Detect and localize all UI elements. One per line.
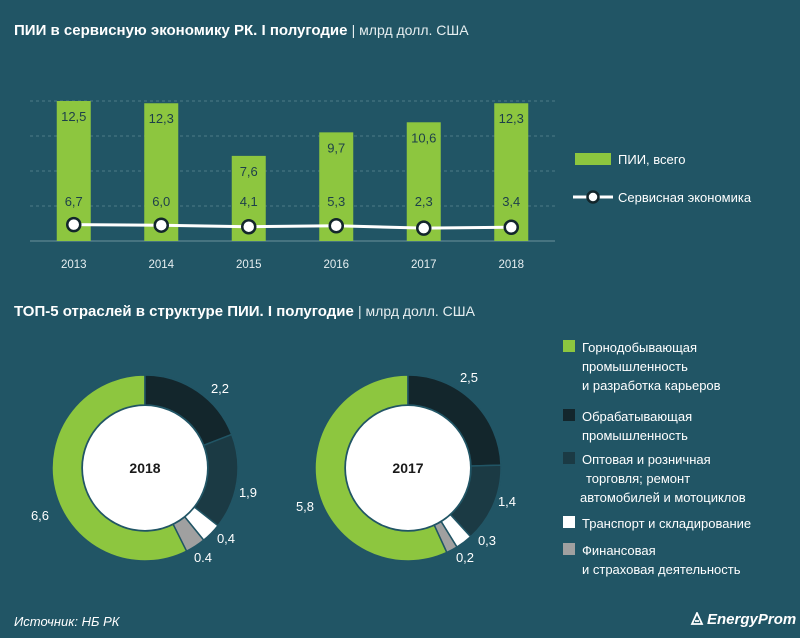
legend-swatch xyxy=(563,516,575,528)
legend-label: и разработка карьеров xyxy=(582,378,721,393)
donut-value-label: 0.4 xyxy=(194,550,212,565)
bar-value-label: 12,3 xyxy=(499,111,524,126)
x-tick-label: 2016 xyxy=(323,259,349,271)
brand-name: EnergyProm xyxy=(707,611,797,628)
line-point xyxy=(153,217,169,233)
service-economy-line xyxy=(73,223,512,230)
line-point xyxy=(66,216,82,233)
line-point xyxy=(328,218,344,234)
donut-slice xyxy=(172,515,205,553)
legend-label-service: Сервисная экономика xyxy=(618,190,752,205)
legend-label-total: ПИИ, всего xyxy=(618,152,685,167)
x-tick-label: 2015 xyxy=(236,259,262,271)
bar-value-label: 9,7 xyxy=(327,140,345,155)
donut-value-label: 5,8 xyxy=(296,499,314,514)
bar-value-label: 12,3 xyxy=(149,111,174,126)
bar-chart-title-unit: | млрд долл. США xyxy=(351,22,469,38)
legend-swatch-marker xyxy=(586,190,600,204)
bar-value-label: 12,5 xyxy=(61,109,86,124)
legend-label: автомобилей и мотоциклов xyxy=(580,490,746,505)
donut-center-label: 2017 xyxy=(392,460,423,476)
line-value-label: 5,3 xyxy=(327,194,345,209)
donut-value-label: 1,4 xyxy=(498,494,516,509)
legend-label: Обрабатывающая xyxy=(582,409,692,424)
legend-swatch xyxy=(563,452,575,464)
x-tick-label: 2018 xyxy=(498,259,524,271)
bar-value-label: 10,6 xyxy=(411,130,436,145)
legend-label: Горнодобывающая xyxy=(582,340,697,355)
donut-value-label: 6,6 xyxy=(31,508,49,523)
line-value-label: 2,3 xyxy=(415,194,433,209)
legend-label: Оптовая и розничная xyxy=(582,452,711,467)
legend-label: торговля; ремонт xyxy=(586,471,690,486)
donut-center-label: 2018 xyxy=(129,460,160,476)
donut-hole xyxy=(346,406,470,530)
bar xyxy=(494,103,529,242)
bar-chart-title: ПИИ в сервисную экономику РК. I полугоди… xyxy=(14,22,469,39)
donut-chart-title-main: ТОП-5 отраслей в структуре ПИИ. I полуго… xyxy=(14,303,354,320)
legend-swatch xyxy=(563,409,575,421)
legend-swatch-total xyxy=(575,153,611,165)
x-tick-label: 2013 xyxy=(61,259,87,271)
legend-label: промышленность xyxy=(582,428,688,443)
donut-value-label: 0,4 xyxy=(217,531,235,546)
donut-value-label: 0,3 xyxy=(478,533,496,548)
line-point xyxy=(416,220,432,236)
x-tick-label: 2014 xyxy=(148,259,174,271)
donut-hole xyxy=(83,406,207,530)
line-value-label: 3,4 xyxy=(502,194,520,209)
bar-value-label: 7,6 xyxy=(240,164,258,179)
bar-chart-title-main: ПИИ в сервисную экономику РК. I полугоди… xyxy=(14,22,348,39)
donut-value-label: 2,5 xyxy=(460,370,478,385)
donut-slice xyxy=(433,520,458,554)
legend-label: и страховая деятельность xyxy=(582,562,741,577)
line-value-label: 6,7 xyxy=(65,194,83,209)
legend-swatch xyxy=(563,340,575,352)
line-value-label: 6,0 xyxy=(152,194,170,209)
legend-label: промышленность xyxy=(582,359,688,374)
line-point xyxy=(503,219,519,236)
donut-chart-title: ТОП-5 отраслей в структуре ПИИ. I полуго… xyxy=(14,303,475,320)
donut-slice xyxy=(51,374,188,562)
energyprom-logo-icon xyxy=(690,610,704,628)
donut-chart-title-unit: | млрд долл. США xyxy=(358,303,475,319)
line-value-label: 4,1 xyxy=(240,194,258,209)
legend-label: Финансовая xyxy=(582,543,656,558)
donut-slice xyxy=(314,374,448,562)
donut-value-label: 0,2 xyxy=(456,550,474,565)
line-point xyxy=(241,218,257,235)
source-note: Источник: НБ РК xyxy=(14,614,120,629)
brand-logo: EnergyProm xyxy=(690,610,797,628)
x-tick-label: 2017 xyxy=(411,259,437,271)
legend-swatch xyxy=(563,543,575,555)
donut-value-label: 2,2 xyxy=(211,381,229,396)
donut-value-label: 1,9 xyxy=(239,485,257,500)
legend-label: Транспорт и складирование xyxy=(582,516,751,531)
